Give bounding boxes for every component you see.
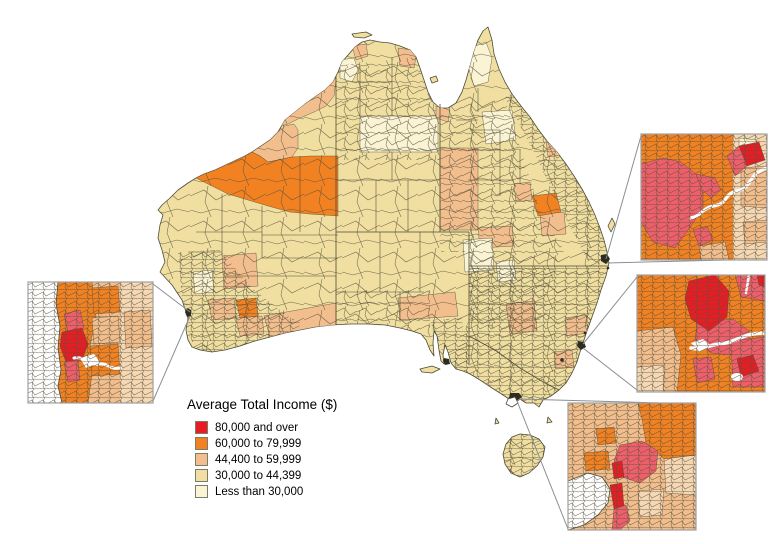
- inset-brisbane: [640, 133, 768, 261]
- inset-sydney: [636, 274, 766, 393]
- inset-melbourne: [567, 402, 697, 531]
- city-markers: [185, 254, 610, 408]
- sydney-inset-frame: [636, 274, 766, 393]
- legend-label: Less than 30,000: [215, 485, 304, 498]
- king-island: [494, 417, 500, 425]
- legend-item: 44,400 to 59,999: [195, 453, 337, 466]
- legend-item: 60,000 to 79,999: [195, 437, 337, 450]
- groote-island: [429, 75, 439, 84]
- flinders-island: [546, 416, 553, 424]
- legend-item: 80,000 and over: [195, 421, 337, 434]
- fraser-island: [607, 217, 616, 233]
- melbourne-inset-frame: [567, 402, 697, 531]
- inset-perth: [27, 281, 154, 404]
- outback-region-borders: [188, 57, 521, 322]
- state-borders: [335, 76, 608, 391]
- brisbane-inset-frame: [640, 133, 768, 261]
- melville-island: [351, 31, 373, 39]
- legend-swatch-60000-79999: [195, 437, 208, 450]
- kangaroo-island: [419, 365, 441, 374]
- legend: Average Total Income ($) 80,000 and over…: [187, 397, 337, 501]
- sydney-inset-connector: [582, 276, 638, 391]
- legend-swatch-80000-and-over: [195, 421, 208, 434]
- legend-swatch-44400-59999: [195, 453, 208, 466]
- port-phillip-bay: [505, 396, 519, 408]
- legend-title: Average Total Income ($): [187, 397, 338, 412]
- legend-swatch-less-than-30000: [195, 485, 208, 498]
- perth-inset-connector: [152, 283, 191, 402]
- legend-swatch-30000-44399: [195, 469, 208, 482]
- perth-city-blob: [185, 308, 191, 317]
- legend-label: 30,000 to 44,399: [215, 469, 302, 482]
- legend-label: 60,000 to 79,999: [215, 437, 302, 450]
- legend-label: 80,000 and over: [215, 421, 299, 434]
- brisbane-city-blob: [601, 254, 610, 264]
- legend-item: Less than 30,000: [195, 485, 337, 498]
- legend-label: 44,400 to 59,999: [215, 453, 302, 466]
- canberra-city-blob: [560, 358, 564, 362]
- legend-item: 30,000 to 44,399: [195, 469, 337, 482]
- perth-inset-frame: [27, 281, 154, 404]
- adelaide-city-blob: [443, 358, 450, 365]
